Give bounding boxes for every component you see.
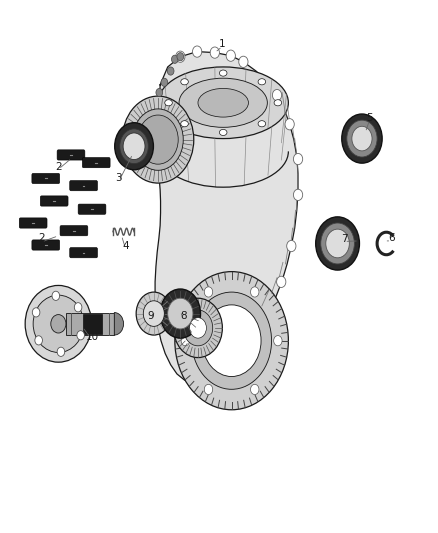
Polygon shape xyxy=(155,52,298,383)
FancyBboxPatch shape xyxy=(32,173,60,183)
Circle shape xyxy=(326,229,350,258)
Circle shape xyxy=(277,276,286,287)
Circle shape xyxy=(161,78,168,86)
Text: 3: 3 xyxy=(116,173,122,183)
Circle shape xyxy=(293,154,303,165)
FancyBboxPatch shape xyxy=(40,196,68,206)
Ellipse shape xyxy=(181,79,188,85)
Ellipse shape xyxy=(158,67,288,139)
Ellipse shape xyxy=(25,286,92,362)
FancyBboxPatch shape xyxy=(19,218,47,228)
Circle shape xyxy=(52,291,60,301)
Circle shape xyxy=(202,305,261,376)
Circle shape xyxy=(321,223,354,264)
Text: 6: 6 xyxy=(388,233,395,244)
Circle shape xyxy=(256,321,266,333)
Circle shape xyxy=(226,50,235,61)
Circle shape xyxy=(293,189,303,200)
Circle shape xyxy=(342,114,382,163)
Ellipse shape xyxy=(33,295,84,352)
Circle shape xyxy=(251,384,259,394)
Ellipse shape xyxy=(181,120,188,127)
Circle shape xyxy=(316,217,360,270)
FancyBboxPatch shape xyxy=(57,150,85,160)
Circle shape xyxy=(35,336,42,345)
Text: 7: 7 xyxy=(341,235,348,245)
Text: 9: 9 xyxy=(148,311,154,321)
FancyBboxPatch shape xyxy=(82,158,110,168)
FancyBboxPatch shape xyxy=(70,181,98,191)
Circle shape xyxy=(57,347,65,357)
Text: 8: 8 xyxy=(180,311,187,321)
Text: 2: 2 xyxy=(55,161,62,172)
Ellipse shape xyxy=(258,120,265,127)
Circle shape xyxy=(177,53,184,61)
Circle shape xyxy=(138,115,178,164)
Circle shape xyxy=(143,301,164,326)
Circle shape xyxy=(204,287,213,297)
Text: 2: 2 xyxy=(38,233,45,244)
Ellipse shape xyxy=(274,100,282,106)
Circle shape xyxy=(176,51,185,62)
Circle shape xyxy=(352,126,372,151)
Circle shape xyxy=(133,109,183,171)
Circle shape xyxy=(192,292,272,389)
Bar xyxy=(66,312,114,335)
Circle shape xyxy=(239,56,248,68)
Circle shape xyxy=(74,303,82,312)
Ellipse shape xyxy=(198,88,248,117)
Circle shape xyxy=(167,67,174,75)
Circle shape xyxy=(172,55,178,63)
Circle shape xyxy=(274,336,282,346)
FancyBboxPatch shape xyxy=(32,240,60,250)
Circle shape xyxy=(347,120,377,157)
Ellipse shape xyxy=(165,100,172,106)
Circle shape xyxy=(183,310,213,346)
Ellipse shape xyxy=(258,79,265,85)
Circle shape xyxy=(156,88,162,96)
Circle shape xyxy=(160,289,201,338)
Circle shape xyxy=(77,330,85,340)
Circle shape xyxy=(181,336,190,346)
Circle shape xyxy=(287,240,296,252)
Circle shape xyxy=(272,90,282,101)
Text: 4: 4 xyxy=(122,241,129,251)
Ellipse shape xyxy=(179,78,267,127)
Circle shape xyxy=(122,96,194,183)
Circle shape xyxy=(175,272,288,410)
Text: 10: 10 xyxy=(85,332,99,342)
Ellipse shape xyxy=(219,70,227,76)
Circle shape xyxy=(204,384,213,394)
Circle shape xyxy=(115,123,153,170)
Text: 5: 5 xyxy=(366,113,373,123)
Circle shape xyxy=(251,287,259,297)
Text: 1: 1 xyxy=(219,39,226,49)
Circle shape xyxy=(32,308,40,317)
Circle shape xyxy=(123,133,145,159)
Circle shape xyxy=(136,292,172,335)
FancyBboxPatch shape xyxy=(78,204,106,214)
Circle shape xyxy=(239,348,248,359)
FancyBboxPatch shape xyxy=(70,247,98,258)
Circle shape xyxy=(285,119,294,130)
Circle shape xyxy=(51,314,66,333)
Circle shape xyxy=(190,318,206,338)
Circle shape xyxy=(173,298,223,358)
Circle shape xyxy=(193,46,202,57)
Circle shape xyxy=(210,47,219,58)
Circle shape xyxy=(168,298,193,329)
Wedge shape xyxy=(114,312,124,335)
Bar xyxy=(83,314,102,334)
Ellipse shape xyxy=(219,130,227,135)
FancyBboxPatch shape xyxy=(60,225,88,236)
Circle shape xyxy=(120,129,148,164)
